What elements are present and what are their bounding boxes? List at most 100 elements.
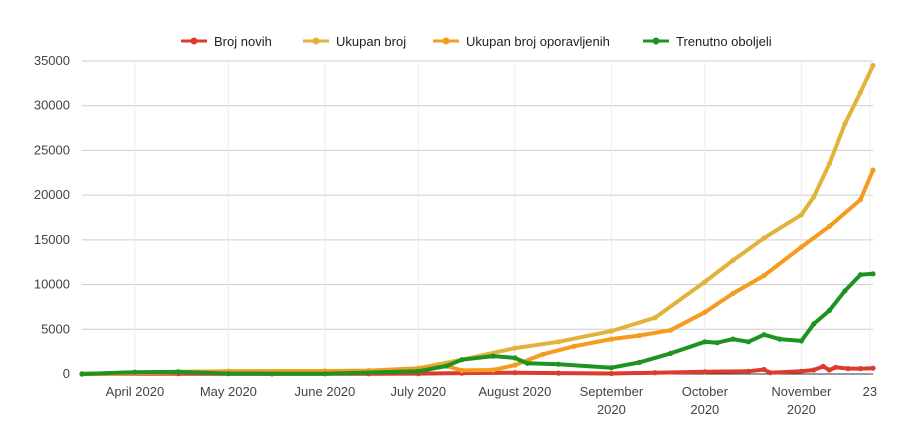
legend-marker — [190, 37, 198, 45]
data-point-ukupan-broj[interactable] — [842, 121, 848, 127]
x-tick-label: 23 — [863, 384, 877, 399]
legend-item-ukupan-broj[interactable]: Ukupan broj — [303, 34, 406, 49]
data-point-broj-novih[interactable] — [608, 370, 615, 377]
data-point-trenutno-oboljeli[interactable] — [777, 336, 783, 342]
data-point-ukupan-broj[interactable] — [555, 339, 562, 345]
data-point-ukupan-broj-oporavljenih[interactable] — [857, 197, 864, 203]
data-point-trenutno-oboljeli[interactable] — [730, 336, 736, 342]
data-point-ukupan-broj-oporavljenih[interactable] — [826, 223, 833, 229]
data-point-ukupan-broj[interactable] — [512, 345, 518, 351]
legend-marker — [312, 37, 320, 45]
legend-marker — [652, 37, 660, 45]
data-point-ukupan-broj-oporavljenih[interactable] — [608, 336, 615, 342]
data-point-ukupan-broj[interactable] — [870, 62, 876, 69]
data-point-broj-novih[interactable] — [798, 368, 805, 374]
y-tick-label: 15000 — [34, 232, 70, 247]
data-point-ukupan-broj-oporavljenih[interactable] — [490, 367, 496, 373]
legend-label: Trenutno oboljeli — [676, 34, 772, 49]
x-tick-label: November — [771, 384, 832, 399]
data-point-ukupan-broj[interactable] — [811, 194, 817, 200]
legend[interactable]: Broj novih Ukupan broj Ukupan broj oporavl… — [181, 34, 772, 49]
data-point-trenutno-oboljeli[interactable] — [842, 288, 848, 294]
legend-label: Broj novih — [214, 34, 272, 49]
data-point-trenutno-oboljeli[interactable] — [761, 332, 767, 338]
data-point-ukupan-broj-oporavljenih[interactable] — [798, 244, 805, 250]
data-point-ukupan-broj-oporavljenih[interactable] — [512, 362, 518, 368]
y-tick-label: 25000 — [34, 142, 70, 157]
data-point-ukupan-broj-oporavljenih[interactable] — [870, 167, 876, 173]
data-point-broj-novih[interactable] — [702, 369, 708, 375]
data-point-ukupan-broj[interactable] — [608, 328, 615, 334]
data-point-trenutno-oboljeli[interactable] — [79, 371, 85, 377]
x-tick-label: September — [580, 384, 644, 399]
data-point-broj-novih[interactable] — [833, 364, 839, 370]
data-point-broj-novih[interactable] — [857, 366, 864, 372]
data-point-ukupan-broj-oporavljenih[interactable] — [730, 290, 736, 297]
data-point-ukupan-broj-oporavljenih[interactable] — [459, 367, 465, 373]
data-point-trenutno-oboljeli[interactable] — [443, 363, 449, 369]
data-point-broj-novih[interactable] — [811, 367, 817, 373]
y-tick-label: 20000 — [34, 187, 70, 202]
data-point-trenutno-oboljeli[interactable] — [745, 339, 752, 345]
data-point-broj-novih[interactable] — [870, 365, 876, 371]
data-point-trenutno-oboljeli[interactable] — [702, 339, 708, 345]
data-point-trenutno-oboljeli[interactable] — [175, 369, 182, 375]
data-point-ukupan-broj[interactable] — [761, 235, 767, 241]
y-tick-label: 30000 — [34, 98, 70, 113]
data-point-ukupan-broj-oporavljenih[interactable] — [668, 327, 674, 333]
data-point-ukupan-broj[interactable] — [652, 315, 658, 321]
legend-item-trenutno-oboljeli[interactable]: Trenutno oboljeli — [643, 34, 772, 49]
data-point-ukupan-broj[interactable] — [730, 257, 736, 263]
series-line-ukupan-broj-oporavljenih[interactable] — [80, 168, 875, 376]
data-point-broj-novih[interactable] — [767, 370, 773, 376]
legend-item-broj-novih[interactable]: Broj novih — [181, 34, 272, 49]
series-line-ukupan-broj[interactable] — [80, 63, 875, 376]
grid-lines — [82, 60, 873, 375]
data-point-trenutno-oboljeli[interactable] — [870, 271, 876, 277]
data-point-trenutno-oboljeli[interactable] — [225, 371, 231, 377]
data-point-trenutno-oboljeli[interactable] — [636, 359, 643, 365]
data-point-ukupan-broj-oporavljenih[interactable] — [636, 332, 643, 339]
data-point-ukupan-broj[interactable] — [857, 89, 864, 95]
data-point-trenutno-oboljeli[interactable] — [459, 357, 465, 363]
data-point-trenutno-oboljeli[interactable] — [857, 272, 864, 278]
data-point-ukupan-broj[interactable] — [798, 212, 805, 218]
series-lines — [79, 62, 876, 377]
data-point-ukupan-broj-oporavljenih[interactable] — [540, 351, 546, 357]
legend-item-ukupan-broj-oporavljenih[interactable]: Ukupan broj oporavljenih — [433, 34, 610, 49]
data-point-trenutno-oboljeli[interactable] — [826, 307, 833, 314]
data-point-broj-novih[interactable] — [555, 370, 562, 376]
data-point-broj-novih[interactable] — [512, 370, 518, 376]
data-point-trenutno-oboljeli[interactable] — [132, 369, 138, 375]
x-tick-label: October — [682, 384, 729, 399]
data-point-trenutno-oboljeli[interactable] — [490, 353, 496, 359]
data-point-ukupan-broj-oporavljenih[interactable] — [571, 343, 577, 349]
legend-label: Ukupan broj oporavljenih — [466, 34, 610, 49]
y-tick-label: 35000 — [34, 53, 70, 68]
data-point-trenutno-oboljeli[interactable] — [668, 350, 674, 356]
x-tick-label: April 2020 — [106, 384, 165, 399]
data-point-trenutno-oboljeli[interactable] — [415, 368, 421, 374]
data-point-trenutno-oboljeli[interactable] — [714, 340, 720, 346]
data-point-broj-novih[interactable] — [826, 367, 833, 373]
data-point-trenutno-oboljeli[interactable] — [322, 371, 328, 377]
data-point-trenutno-oboljeli[interactable] — [524, 360, 530, 366]
data-point-ukupan-broj[interactable] — [702, 279, 708, 285]
data-point-ukupan-broj[interactable] — [826, 161, 833, 167]
y-tick-label: 0 — [63, 366, 70, 381]
data-point-broj-novih[interactable] — [845, 366, 851, 372]
data-point-broj-novih[interactable] — [652, 370, 658, 376]
data-point-trenutno-oboljeli[interactable] — [555, 361, 562, 367]
data-point-ukupan-broj-oporavljenih[interactable] — [702, 309, 708, 315]
data-point-broj-novih[interactable] — [820, 363, 826, 369]
data-point-trenutno-oboljeli[interactable] — [512, 355, 518, 361]
data-point-ukupan-broj-oporavljenih[interactable] — [761, 273, 767, 279]
y-tick-label: 10000 — [34, 277, 70, 292]
series-line-trenutno-oboljeli[interactable] — [80, 271, 875, 376]
data-point-trenutno-oboljeli[interactable] — [608, 365, 615, 371]
data-point-trenutno-oboljeli[interactable] — [811, 321, 817, 327]
y-tick-label: 5000 — [41, 321, 70, 336]
data-point-broj-novih[interactable] — [761, 366, 767, 373]
data-point-trenutno-oboljeli[interactable] — [798, 338, 805, 344]
data-point-broj-novih[interactable] — [745, 368, 752, 374]
